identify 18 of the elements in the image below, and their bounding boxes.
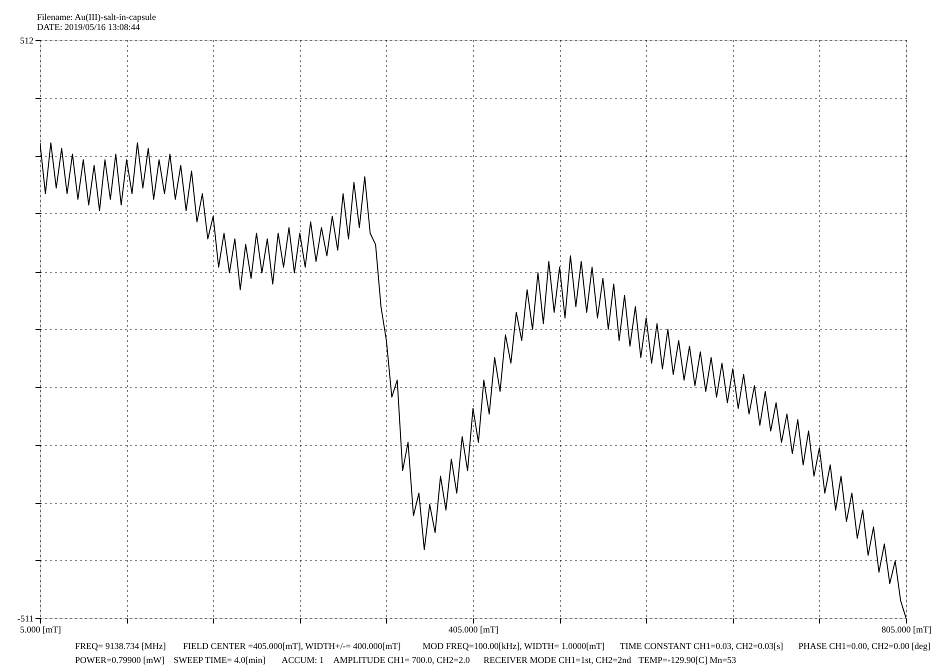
text: ACCUM: 1	[282, 655, 324, 665]
x-tick-label: 805.000 [mT]	[882, 624, 932, 634]
x-tick-label: 5.000 [mT]	[20, 624, 61, 634]
text: FIELD CENTER =405.000[mT], WIDTH+/-= 400.000[mT]	[183, 641, 401, 651]
text: RECEIVER MODE CH1=1st, CH2=2nd	[484, 655, 632, 665]
text: MOD FREQ=100.00[kHz], WIDTH= 1.0000[mT]	[422, 641, 605, 651]
text: PHASE CH1=0.00, CH2=0.00 [deg]	[798, 641, 931, 651]
text: TIME CONSTANT CH1=0.03, CH2=0.03[s]	[620, 641, 784, 651]
x-tick-label: 405.000 [mT]	[448, 624, 498, 634]
text: TEMP=-129.90[C] Mn=53	[638, 655, 737, 665]
y-tick-label: 512	[20, 36, 34, 46]
chart-title: Filename: Au(III)-salt-in-capsule	[36, 12, 156, 22]
text: AMPLITUDE CH1= 700.0, CH2=2.0	[333, 655, 470, 665]
text: SWEEP TIME= 4.0[min]	[174, 655, 266, 665]
text: FREQ= 9138.734 [MHz]	[75, 641, 166, 651]
chart-subtitle: DATE: 2019/05/16 13:08:44	[36, 22, 140, 32]
text: POWER=0.79900 [mW]	[75, 655, 165, 665]
y-tick-label: -511	[17, 614, 34, 624]
